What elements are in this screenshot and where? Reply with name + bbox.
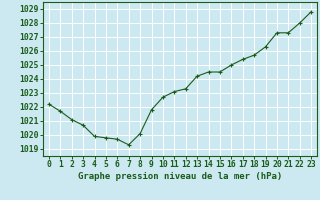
X-axis label: Graphe pression niveau de la mer (hPa): Graphe pression niveau de la mer (hPa) <box>78 172 282 181</box>
